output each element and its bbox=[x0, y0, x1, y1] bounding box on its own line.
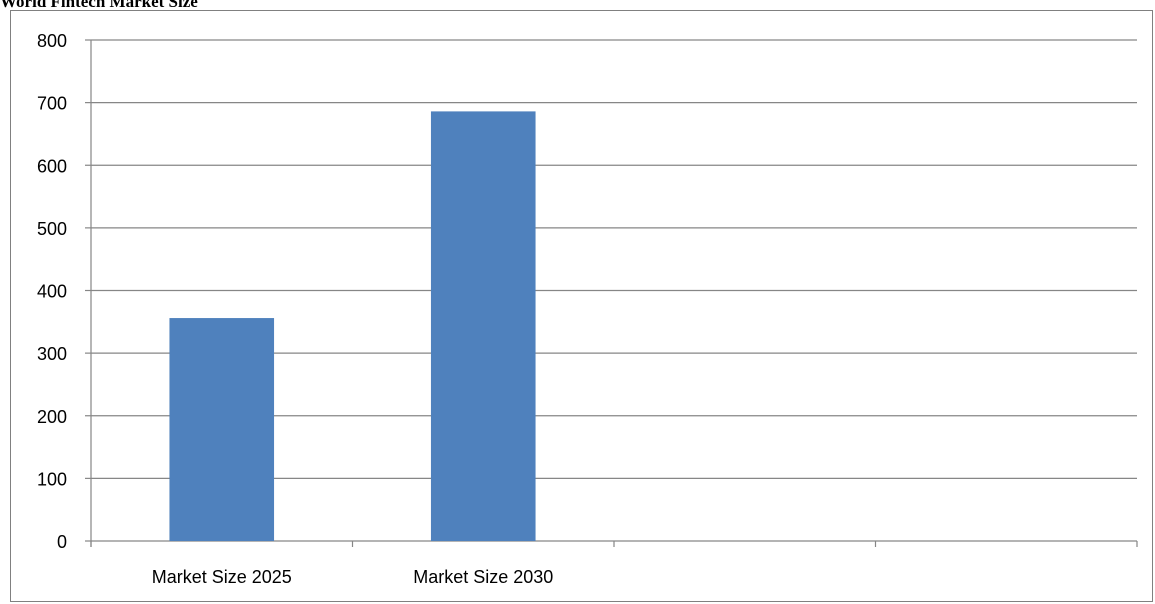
y-tick-label: 500 bbox=[37, 219, 67, 239]
chart-title: World Fintech Market Size bbox=[0, 0, 198, 11]
y-tick-label: 100 bbox=[37, 469, 67, 489]
y-tick-label: 800 bbox=[37, 31, 67, 51]
y-tick-label: 600 bbox=[37, 156, 67, 176]
chart-frame bbox=[10, 10, 1153, 602]
y-tick-label: 300 bbox=[37, 344, 67, 364]
bar-1 bbox=[169, 318, 275, 541]
y-tick-label: 700 bbox=[37, 94, 67, 114]
x-tick-label: Market Size 2025 bbox=[152, 567, 292, 587]
x-tick-label: Market Size 2030 bbox=[413, 567, 553, 587]
y-tick-label: 200 bbox=[37, 407, 67, 427]
y-tick-label: 400 bbox=[37, 282, 67, 302]
y-tick-label: 0 bbox=[57, 532, 67, 552]
bar-2 bbox=[430, 111, 536, 541]
